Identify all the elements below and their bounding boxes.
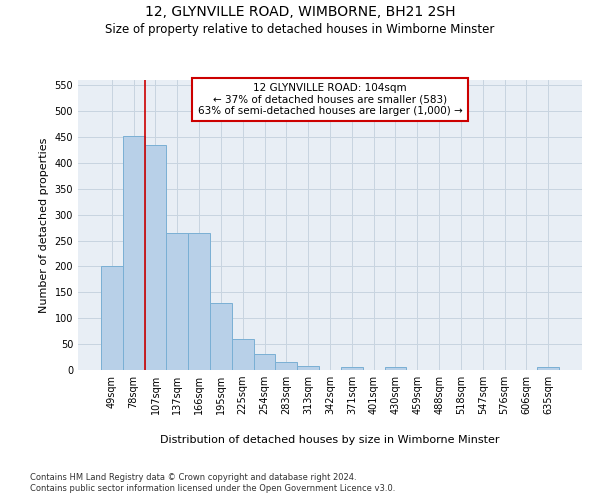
Text: Contains HM Land Registry data © Crown copyright and database right 2024.: Contains HM Land Registry data © Crown c…	[30, 472, 356, 482]
Text: Contains public sector information licensed under the Open Government Licence v3: Contains public sector information licen…	[30, 484, 395, 493]
Text: Distribution of detached houses by size in Wimborne Minster: Distribution of detached houses by size …	[160, 435, 500, 445]
Bar	[341, 368, 363, 370]
Bar	[123, 136, 145, 370]
Bar	[188, 233, 210, 370]
Bar	[232, 339, 254, 370]
Bar	[385, 368, 406, 370]
Bar	[101, 266, 123, 370]
Bar	[275, 362, 297, 370]
Text: Size of property relative to detached houses in Wimborne Minster: Size of property relative to detached ho…	[106, 22, 494, 36]
Y-axis label: Number of detached properties: Number of detached properties	[39, 138, 49, 312]
Bar	[254, 354, 275, 370]
Bar	[145, 144, 166, 370]
Text: 12 GLYNVILLE ROAD: 104sqm
← 37% of detached houses are smaller (583)
63% of semi: 12 GLYNVILLE ROAD: 104sqm ← 37% of detac…	[197, 83, 463, 116]
Text: 12, GLYNVILLE ROAD, WIMBORNE, BH21 2SH: 12, GLYNVILLE ROAD, WIMBORNE, BH21 2SH	[145, 5, 455, 19]
Bar	[297, 366, 319, 370]
Bar	[537, 368, 559, 370]
Bar	[166, 233, 188, 370]
Bar	[210, 302, 232, 370]
